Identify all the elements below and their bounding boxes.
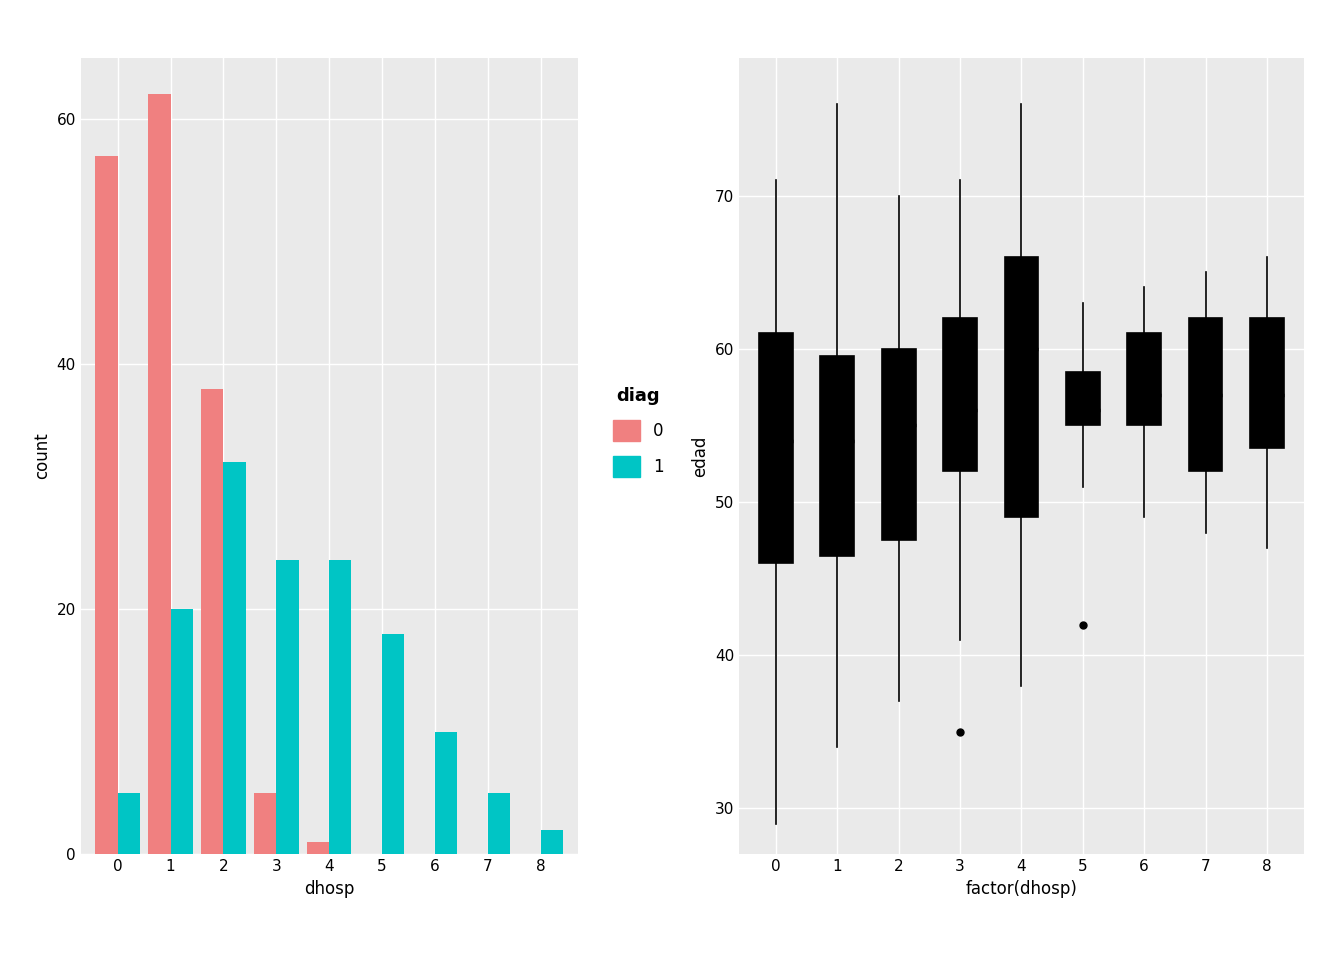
PathPatch shape [759,333,793,564]
PathPatch shape [820,356,855,556]
PathPatch shape [882,348,915,540]
Y-axis label: edad: edad [691,435,710,477]
X-axis label: factor(dhosp): factor(dhosp) [965,879,1078,898]
PathPatch shape [1128,333,1161,425]
Bar [254,793,277,854]
Bar [277,561,298,854]
PathPatch shape [943,318,977,471]
Bar [148,94,171,854]
Bar [95,156,118,854]
Bar [223,462,246,854]
PathPatch shape [1250,318,1284,448]
Legend: 0, 1: 0, 1 [613,387,664,477]
PathPatch shape [1066,372,1099,425]
Bar [488,793,511,854]
X-axis label: dhosp: dhosp [304,879,355,898]
PathPatch shape [1004,256,1039,517]
Bar [435,732,457,854]
Bar [382,634,405,854]
Bar [202,389,223,854]
Bar [329,561,352,854]
Bar [171,610,192,854]
Bar [306,842,329,854]
Y-axis label: count: count [32,433,51,479]
Bar [540,829,563,854]
Bar [118,793,140,854]
PathPatch shape [1188,318,1223,471]
